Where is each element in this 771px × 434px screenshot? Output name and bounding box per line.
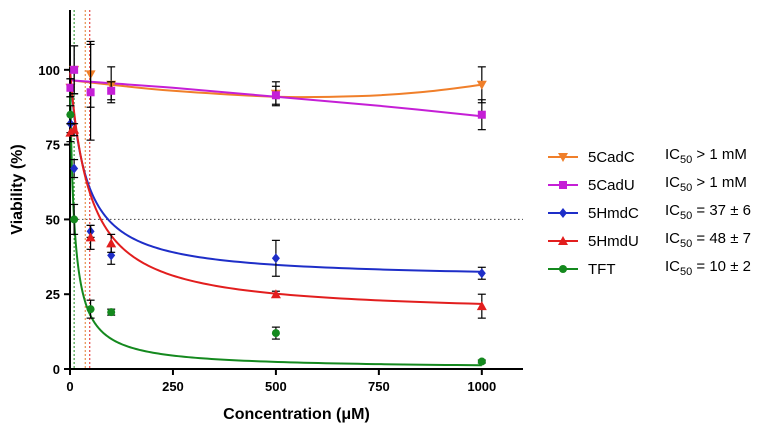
legend-label: 5HmdC — [588, 205, 639, 222]
legend-item-5cadu: 5CadU IC50 > 1 mM — [548, 174, 747, 194]
data-point — [106, 238, 117, 248]
data-point — [271, 253, 280, 264]
x-tick-label: 500 — [265, 379, 287, 394]
fit-curve-tft — [69, 86, 482, 367]
legend-marker — [558, 236, 568, 245]
legend-ic50: IC50 = 48 ± 7 — [665, 230, 751, 250]
data-point — [476, 80, 487, 90]
data-point — [107, 86, 116, 95]
data-point — [66, 110, 75, 119]
legend-marker — [559, 181, 567, 189]
y-tick-label: 50 — [46, 212, 60, 227]
legend-item-5hmdc: 5HmdC IC50 = 37 ± 6 — [548, 202, 751, 222]
legend-item-tft: TFT IC50 = 10 ± 2 — [548, 258, 751, 278]
legend-marker — [559, 208, 567, 218]
y-tick-label: 75 — [46, 138, 60, 153]
series-tft — [66, 105, 486, 366]
data-point — [70, 163, 79, 174]
legend: 5CadC IC50 > 1 mM 5CadU IC50 > 1 mM 5HmdC IC5… — [548, 146, 751, 278]
legend-label: 5CadU — [588, 177, 635, 194]
data-point — [86, 88, 95, 97]
x-tick-label: 0 — [66, 379, 73, 394]
data-point — [476, 301, 487, 311]
x-tick-label: 250 — [162, 379, 184, 394]
y-axis-title: Viability (%) — [9, 144, 26, 234]
data-point — [85, 232, 96, 242]
data-point — [107, 308, 116, 317]
data-point — [70, 215, 79, 224]
x-tick-label: 750 — [368, 379, 390, 394]
legend-label: 5HmdU — [588, 233, 639, 250]
y-tick-label: 0 — [53, 362, 60, 377]
legend-ic50: IC50 = 10 ± 2 — [665, 258, 751, 278]
series-5cadu — [66, 43, 486, 141]
data-point — [477, 268, 486, 279]
data-point — [69, 124, 80, 134]
data-points — [65, 40, 487, 366]
data-point — [271, 329, 280, 338]
fit-curves — [69, 72, 482, 367]
x-axis-title: Concentration (μM) — [223, 406, 370, 423]
y-tick-label: 100 — [38, 63, 60, 78]
axes — [69, 10, 523, 370]
data-point — [477, 110, 486, 119]
legend-item-5cadc: 5CadC IC50 > 1 mM — [548, 146, 747, 166]
series-5hmdu — [65, 123, 487, 319]
legend-ic50: IC50 = 37 ± 6 — [665, 202, 751, 222]
legend-label: 5CadC — [588, 149, 635, 166]
legend-label: TFT — [588, 261, 616, 278]
y-tick-label: 25 — [46, 287, 60, 302]
x-tick-label: 1000 — [467, 379, 496, 394]
legend-marker — [558, 153, 568, 162]
data-point — [477, 357, 486, 366]
data-point — [86, 305, 95, 314]
legend-item-5hmdu: 5HmdU IC50 = 48 ± 7 — [548, 230, 751, 250]
data-point — [270, 289, 281, 299]
legend-ic50: IC50 > 1 mM — [665, 146, 747, 166]
data-point — [271, 91, 280, 100]
legend-marker — [559, 265, 567, 273]
legend-ic50: IC50 > 1 mM — [665, 174, 747, 194]
data-point — [70, 65, 79, 74]
reference-lines — [70, 10, 523, 369]
ticks: 0 250 500 750 1000 0 25 50 75 100 — [38, 63, 496, 394]
data-point — [66, 83, 75, 92]
